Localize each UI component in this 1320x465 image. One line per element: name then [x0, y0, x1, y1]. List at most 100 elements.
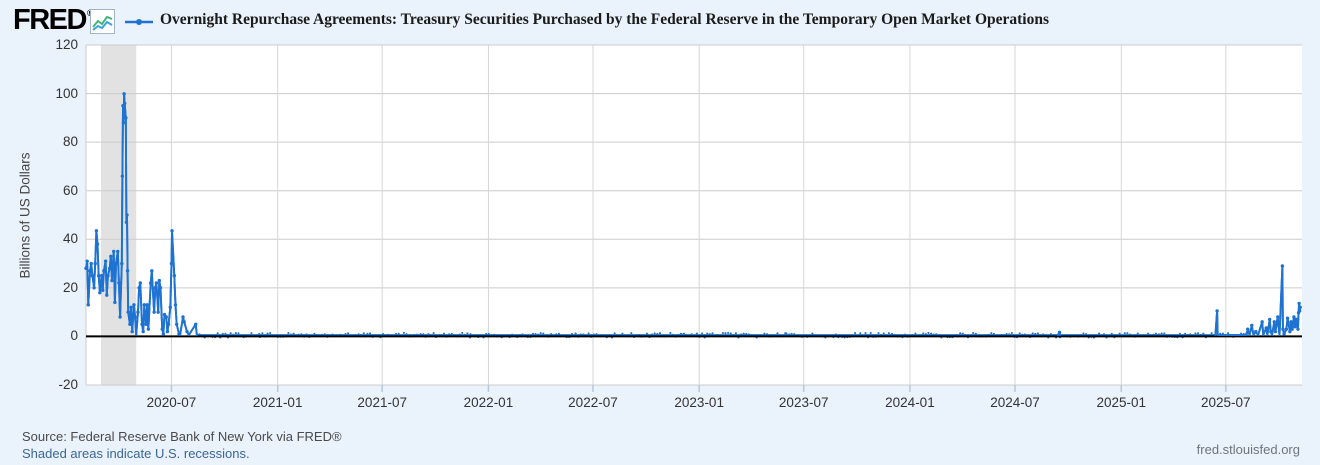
series-point-marker [124, 220, 129, 224]
series-point-marker [158, 286, 163, 290]
series-daily-marker [237, 332, 240, 335]
series-daily-marker [432, 332, 435, 335]
series-daily-marker [972, 331, 975, 335]
series-title: Overnight Repurchase Agreements: Treasur… [160, 11, 1050, 28]
series-daily-marker [658, 332, 662, 335]
series-daily-marker [347, 332, 350, 335]
series-daily-marker [574, 332, 577, 335]
series-daily-marker [695, 332, 698, 335]
series-point-marker [1281, 327, 1285, 331]
series-daily-marker [261, 332, 264, 335]
x-tick-label: 2023-01 [674, 395, 724, 410]
series-point-marker [146, 327, 151, 331]
series-daily-marker [914, 332, 917, 335]
x-tick-label: 2025-07 [1201, 395, 1251, 410]
series-point-marker [88, 269, 92, 273]
series-daily-marker [877, 332, 880, 335]
series-point-marker [118, 315, 122, 319]
x-tick-label: 2021-01 [252, 395, 303, 410]
series-point-marker [1057, 330, 1062, 334]
series-point-marker [1260, 320, 1264, 324]
series-daily-marker [1036, 332, 1039, 335]
series-daily-marker [864, 332, 867, 335]
series-daily-marker [859, 332, 862, 335]
series-point-marker [92, 286, 96, 290]
y-tick-label: -20 [58, 377, 78, 392]
series-daily-marker [1018, 332, 1021, 335]
series-point-marker [164, 315, 168, 319]
series-point-marker [125, 213, 129, 217]
series-point-marker [93, 261, 97, 266]
series-point-marker [148, 281, 153, 285]
x-tick-label: 2024-07 [990, 395, 1040, 410]
series-daily-marker [1082, 332, 1085, 335]
series-daily-marker [1098, 332, 1101, 335]
series-daily-marker [1197, 332, 1200, 335]
fred-logo[interactable]: FRED® [13, 4, 94, 37]
series-point-marker [113, 300, 117, 305]
series-daily-marker [250, 332, 253, 335]
series-point-marker [125, 269, 130, 273]
series-daily-marker [922, 332, 925, 335]
series-daily-marker [734, 332, 737, 335]
series-point-marker [121, 121, 126, 125]
series-point-marker [1284, 327, 1289, 331]
chart-header: FRED® Overnight Repurchase Agreements: T… [0, 0, 1320, 40]
series-point-marker [152, 310, 156, 314]
series-point-marker [95, 242, 100, 246]
series-daily-marker [1240, 332, 1243, 335]
series-point-marker [133, 315, 137, 319]
series-point-marker [154, 281, 159, 285]
series-point-marker [114, 261, 118, 266]
y-tick-label: 100 [55, 85, 78, 101]
series-point-marker [116, 249, 120, 254]
series-point-marker [1298, 305, 1302, 309]
recession-band [101, 45, 137, 385]
series-point-marker [185, 329, 189, 334]
series-point-marker [102, 269, 106, 273]
series-daily-marker [729, 332, 732, 335]
series-point-marker [168, 305, 173, 309]
series-point-marker [1292, 315, 1296, 319]
series-point-marker [1297, 301, 1301, 306]
series-point-marker [144, 322, 148, 326]
site-link[interactable]: fred.stlouisfed.org [1196, 442, 1300, 457]
series-point-marker [124, 116, 128, 120]
recession-note-link[interactable]: Shaded areas indicate U.S. recessions. [22, 446, 250, 461]
series-daily-marker [1126, 332, 1129, 335]
series-daily-marker [1163, 332, 1166, 335]
series-daily-marker [711, 332, 714, 335]
series-point-marker [1297, 309, 1302, 313]
plot-background [86, 45, 1302, 385]
series-daily-marker [706, 332, 709, 335]
series-daily-marker [721, 332, 724, 335]
series-daily-marker [669, 331, 672, 335]
series-daily-marker [1194, 332, 1197, 335]
series-daily-marker [587, 332, 590, 335]
series-point-marker [165, 329, 170, 334]
series-point-marker [156, 310, 160, 314]
series-daily-marker [869, 331, 872, 335]
series-point-marker [1280, 264, 1285, 268]
y-tick-label: 80 [62, 134, 78, 150]
series-point-marker [162, 312, 167, 317]
series-daily-marker [362, 332, 365, 335]
series-point-marker [153, 286, 157, 290]
fred-sparkline-icon [90, 9, 115, 34]
series-point-marker [86, 303, 91, 307]
series-point-marker [1294, 317, 1298, 322]
series-daily-marker [287, 332, 290, 335]
series-point-marker [99, 274, 104, 278]
series-point-marker [120, 174, 125, 178]
series-point-marker [120, 261, 124, 266]
series-daily-marker [369, 332, 372, 335]
series-daily-marker [234, 332, 237, 335]
source-text: Source: Federal Reserve Bank of New York… [22, 429, 342, 444]
series-daily-marker [269, 332, 272, 335]
series-point-marker [128, 322, 132, 326]
series-point-marker [142, 303, 147, 307]
series-point-marker [94, 229, 99, 233]
